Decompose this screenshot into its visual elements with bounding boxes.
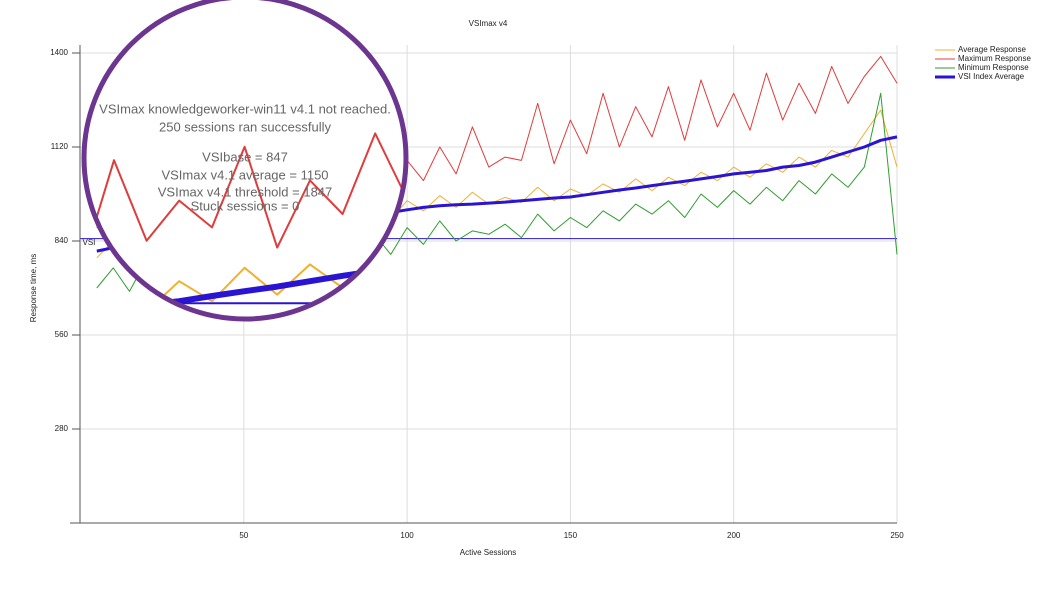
x-tick-label: 100 <box>400 531 414 540</box>
y-tick-label: 840 <box>55 236 69 245</box>
legend-label: Average Response <box>958 45 1026 54</box>
chart-title: VSImax v4 <box>469 19 508 28</box>
magnifier: VSImax knowledgeworker-win11 v4.1 not re… <box>81 0 409 322</box>
legend-label: Maximum Response <box>958 54 1031 63</box>
magnifier-bg <box>84 0 406 319</box>
magnifier-ring <box>81 0 409 322</box>
y-tick-label: 1120 <box>51 142 69 151</box>
y-tick-label: 560 <box>55 330 69 339</box>
inset-text: Stuck sessions = 0 <box>191 198 300 213</box>
legend-label: Minimum Response <box>958 63 1029 72</box>
y-axis-label: Response time, ms <box>29 254 38 322</box>
inset-text: VSImax v4.1 threshold = 1847 <box>158 184 333 199</box>
y-tick-label: 280 <box>55 424 69 433</box>
baseline-label: VSI <box>83 238 96 247</box>
inset-text: VSImax v4.1 average = 1150 <box>161 167 328 182</box>
x-tick-label: 50 <box>239 531 248 540</box>
inset-text: VSIbase = 847 <box>202 149 288 164</box>
x-tick-label: 150 <box>564 531 578 540</box>
x-axis-label: Active Sessions <box>460 548 516 557</box>
inset-text: VSImax knowledgeworker-win11 v4.1 not re… <box>99 101 391 116</box>
inset-text: 250 sessions ran successfully <box>159 119 331 134</box>
legend-label: VSI Index Average <box>958 72 1025 81</box>
x-tick-label: 250 <box>890 531 904 540</box>
y-tick-label: 1400 <box>50 48 68 57</box>
x-tick-label: 200 <box>727 531 741 540</box>
